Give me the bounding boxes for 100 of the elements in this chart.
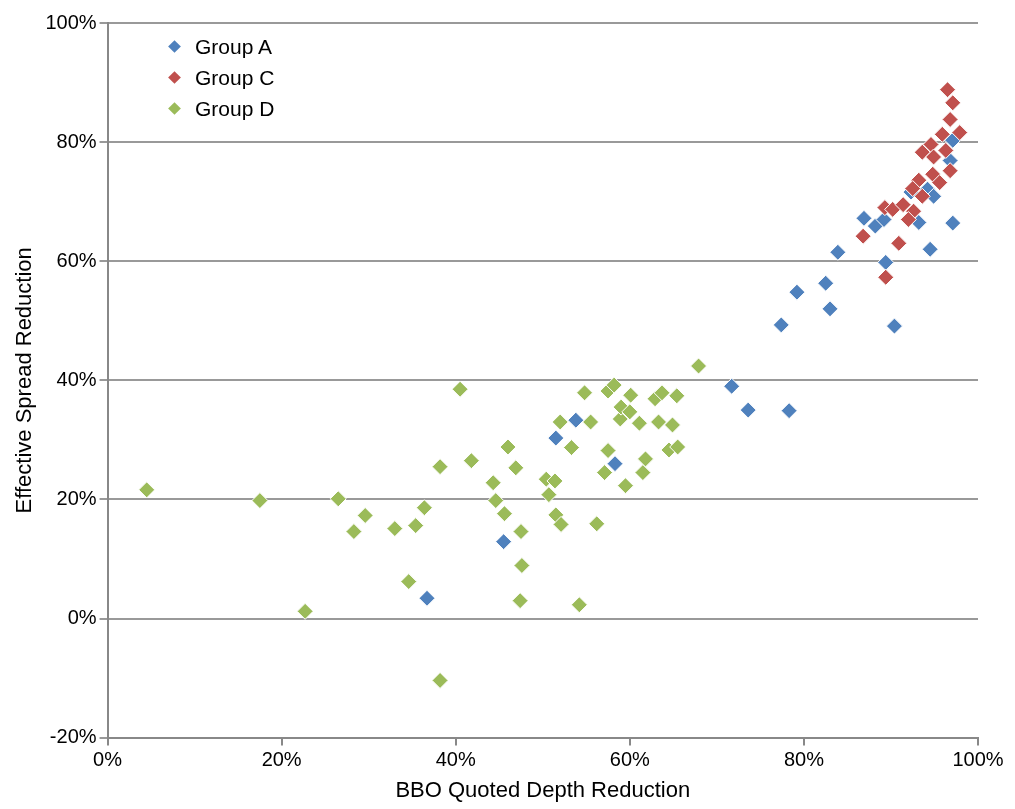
y-tick-label: 100% bbox=[45, 10, 97, 33]
point bbox=[899, 211, 917, 229]
point bbox=[356, 506, 374, 524]
point bbox=[418, 589, 436, 607]
point bbox=[877, 253, 895, 271]
point bbox=[653, 384, 671, 402]
point bbox=[634, 464, 652, 482]
point bbox=[690, 357, 708, 375]
point bbox=[669, 438, 687, 456]
x-tick-label: 80% bbox=[783, 748, 825, 771]
legend-label: Group D bbox=[195, 96, 275, 122]
point bbox=[894, 196, 912, 214]
point bbox=[663, 416, 681, 434]
point bbox=[451, 380, 469, 398]
point bbox=[933, 125, 951, 143]
point bbox=[576, 384, 594, 402]
point bbox=[431, 671, 449, 689]
point bbox=[512, 523, 530, 541]
y-tick-label: 60% bbox=[56, 248, 97, 271]
point bbox=[913, 187, 931, 205]
point bbox=[924, 165, 942, 183]
point bbox=[621, 403, 639, 421]
point bbox=[650, 413, 668, 431]
point bbox=[630, 414, 648, 432]
point bbox=[939, 81, 957, 99]
point bbox=[547, 429, 565, 447]
legend-label: Group C bbox=[195, 65, 275, 91]
point bbox=[817, 274, 835, 292]
point bbox=[821, 300, 839, 318]
point bbox=[484, 474, 502, 492]
point bbox=[941, 110, 959, 128]
point bbox=[499, 438, 517, 456]
point bbox=[772, 316, 790, 334]
point bbox=[890, 234, 908, 252]
y-tick-label: -20% bbox=[49, 725, 97, 748]
point bbox=[546, 472, 564, 490]
point bbox=[138, 481, 156, 499]
point bbox=[407, 517, 425, 535]
point bbox=[431, 458, 449, 476]
point bbox=[616, 477, 634, 495]
point bbox=[931, 174, 949, 192]
point bbox=[552, 515, 570, 533]
point bbox=[739, 401, 757, 419]
point bbox=[345, 523, 363, 541]
point bbox=[921, 240, 939, 258]
point bbox=[386, 520, 404, 538]
point bbox=[913, 143, 931, 161]
point bbox=[329, 490, 347, 508]
point bbox=[415, 499, 433, 517]
point bbox=[582, 413, 600, 431]
point bbox=[885, 317, 903, 335]
y-axis-title: Effective Spread Reduction bbox=[11, 247, 37, 514]
x-axis-title: BBO Quoted Depth Reduction bbox=[395, 776, 691, 802]
point bbox=[855, 209, 873, 227]
point bbox=[944, 94, 962, 112]
point bbox=[599, 442, 617, 460]
point bbox=[854, 227, 872, 245]
y-tick-label: 40% bbox=[56, 367, 97, 390]
point bbox=[636, 450, 654, 468]
point bbox=[829, 243, 847, 261]
point bbox=[495, 505, 513, 523]
legend-label: Group A bbox=[195, 34, 273, 60]
point bbox=[570, 596, 588, 614]
x-tick-label: 20% bbox=[261, 748, 302, 771]
x-tick-label: 0% bbox=[93, 748, 123, 771]
point bbox=[622, 386, 640, 404]
point bbox=[937, 141, 955, 159]
point bbox=[723, 377, 741, 395]
point bbox=[951, 124, 969, 142]
point bbox=[251, 492, 269, 510]
x-tick-label: 100% bbox=[952, 748, 1004, 771]
point bbox=[605, 376, 623, 394]
point bbox=[606, 455, 624, 473]
point bbox=[551, 413, 569, 431]
point bbox=[668, 387, 686, 405]
point bbox=[877, 268, 895, 286]
point bbox=[511, 592, 529, 610]
point bbox=[507, 459, 525, 477]
point bbox=[588, 515, 606, 533]
point bbox=[563, 439, 580, 457]
point bbox=[462, 452, 480, 470]
point bbox=[540, 486, 558, 504]
y-tick-label: 20% bbox=[56, 486, 97, 509]
point bbox=[866, 217, 884, 235]
point bbox=[788, 283, 806, 301]
point bbox=[875, 211, 893, 229]
point bbox=[925, 148, 943, 166]
point bbox=[400, 573, 418, 591]
point bbox=[941, 162, 959, 180]
point bbox=[513, 557, 531, 574]
point bbox=[487, 492, 505, 510]
x-tick-label: 60% bbox=[609, 748, 651, 771]
point bbox=[922, 135, 940, 153]
x-tick-label: 40% bbox=[435, 748, 476, 771]
point bbox=[567, 411, 585, 429]
y-tick-label: 0% bbox=[67, 606, 97, 629]
point bbox=[296, 602, 314, 620]
y-tick-label: 80% bbox=[56, 129, 97, 152]
point bbox=[944, 214, 962, 232]
point bbox=[596, 464, 614, 482]
